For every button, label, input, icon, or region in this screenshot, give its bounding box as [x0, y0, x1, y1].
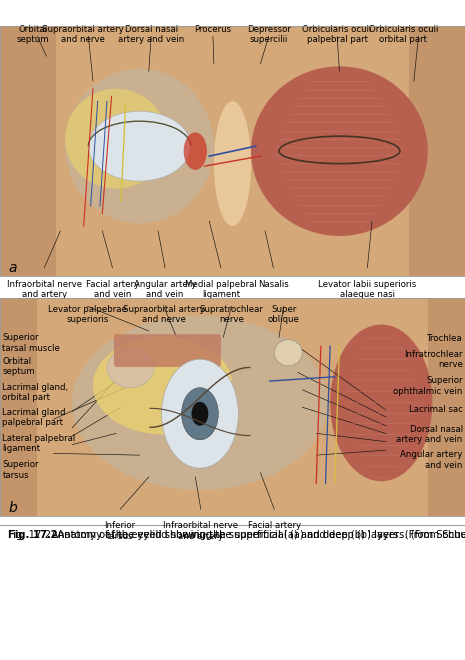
- Text: Dorsal nasal
artery and vein: Dorsal nasal artery and vein: [397, 424, 463, 444]
- Text: Infratrochlear
nerve: Infratrochlear nerve: [404, 350, 463, 370]
- Text: b: b: [8, 501, 17, 515]
- Text: Infraorbital nerve
and artery: Infraorbital nerve and artery: [163, 521, 239, 541]
- Circle shape: [181, 387, 219, 440]
- Ellipse shape: [72, 315, 328, 490]
- Text: Orbital
septum: Orbital septum: [2, 356, 35, 376]
- Text: Angular artery
and vein: Angular artery and vein: [134, 280, 196, 299]
- Text: Levator labii superioris
alaeque nasi: Levator labii superioris alaeque nasi: [318, 280, 417, 299]
- Text: Infraorbital nerve
and artery: Infraorbital nerve and artery: [7, 280, 82, 299]
- Polygon shape: [0, 26, 56, 276]
- Bar: [0, 298, 37, 516]
- Text: Fig. 17.2: Fig. 17.2: [8, 530, 58, 540]
- Text: Dorsal nasal
artery and vein: Dorsal nasal artery and vein: [118, 25, 184, 44]
- Ellipse shape: [88, 112, 191, 181]
- Text: Lateral palpebral
ligament: Lateral palpebral ligament: [2, 434, 76, 453]
- Ellipse shape: [93, 337, 232, 434]
- Ellipse shape: [107, 348, 153, 387]
- Text: Nasalis: Nasalis: [258, 280, 289, 289]
- Text: Angular artery
and vein: Angular artery and vein: [400, 450, 463, 470]
- Text: Anatomy of the eyelid showing the superficial (a) and deep (b) layers. (From Sch: Anatomy of the eyelid showing the superf…: [45, 530, 465, 540]
- Ellipse shape: [65, 88, 167, 189]
- Ellipse shape: [214, 101, 251, 226]
- Text: Superior
tarsal muscle: Superior tarsal muscle: [2, 333, 60, 353]
- Bar: [0, 26, 465, 276]
- Text: Orbicularis oculi
palpebral part: Orbicularis oculi palpebral part: [302, 25, 372, 44]
- Bar: [0, 525, 465, 660]
- Text: Fig. 17.2  Anatomy of the eyelid showing the superficial (a) and deep (b) layers: Fig. 17.2 Anatomy of the eyelid showing …: [8, 530, 465, 540]
- Text: Supraorbital artery
and nerve: Supraorbital artery and nerve: [42, 25, 124, 44]
- Text: Orbital
septum: Orbital septum: [16, 25, 49, 44]
- Text: Trochlea: Trochlea: [427, 334, 463, 343]
- FancyBboxPatch shape: [114, 334, 221, 367]
- Text: Depressor
supercilii: Depressor supercilii: [247, 25, 291, 44]
- Bar: [428, 298, 465, 516]
- Text: Facial artery
and vein: Facial artery and vein: [86, 280, 139, 299]
- Text: Medial palpebral
ligament: Medial palpebral ligament: [185, 280, 257, 299]
- Ellipse shape: [184, 133, 207, 170]
- Text: Lacrimal gland,
orbital part: Lacrimal gland, orbital part: [2, 383, 68, 403]
- Bar: [0, 298, 465, 516]
- Bar: [0, 525, 465, 526]
- Ellipse shape: [330, 325, 432, 481]
- Text: Lacrimal sac: Lacrimal sac: [409, 405, 463, 414]
- Text: Facial artery: Facial artery: [248, 521, 301, 531]
- Text: Superior
ophthalmic vein: Superior ophthalmic vein: [393, 376, 463, 396]
- Text: Procerus: Procerus: [194, 25, 232, 34]
- Text: Superior
tarsus: Superior tarsus: [2, 460, 39, 480]
- Polygon shape: [409, 26, 465, 276]
- Text: Supratrochlear
nerve: Supratrochlear nerve: [199, 305, 264, 324]
- Ellipse shape: [65, 69, 214, 224]
- Circle shape: [192, 402, 208, 426]
- Text: Orbicularis oculi
orbital part: Orbicularis oculi orbital part: [369, 25, 438, 44]
- Bar: [0, 26, 465, 276]
- Circle shape: [161, 359, 238, 468]
- Text: Inferior
tarsus: Inferior tarsus: [105, 521, 135, 541]
- Bar: [0, 298, 465, 516]
- Text: Lacrimal gland
palpebral part: Lacrimal gland palpebral part: [2, 408, 66, 428]
- Text: Supraorbital artery
and nerve: Supraorbital artery and nerve: [123, 305, 205, 324]
- Text: Levator palpebrae
superioris: Levator palpebrae superioris: [48, 305, 127, 324]
- Text: Super
oblique: Super oblique: [268, 305, 299, 324]
- Text: a: a: [8, 261, 17, 275]
- Ellipse shape: [274, 340, 302, 366]
- Ellipse shape: [251, 66, 428, 236]
